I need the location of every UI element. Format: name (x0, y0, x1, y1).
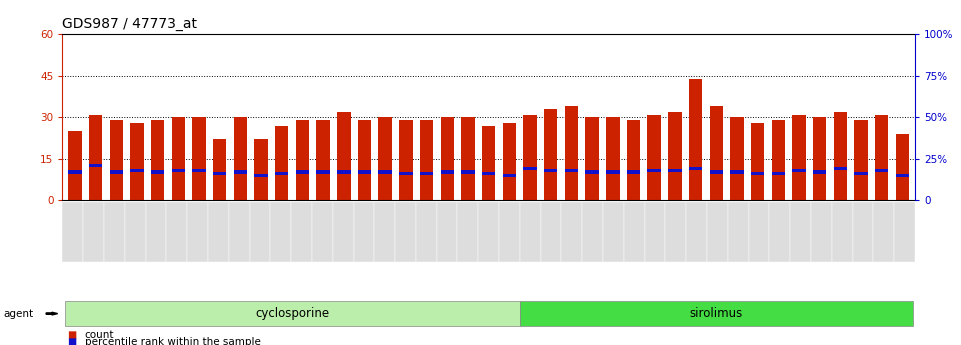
Bar (275, 126, 288, 200)
Bar (772, 172, 785, 175)
Bar (833, 112, 847, 200)
Bar (68, 131, 82, 200)
Bar (648, 169, 661, 172)
Bar (896, 134, 909, 200)
Bar (172, 169, 185, 172)
Bar (544, 109, 557, 200)
Bar (379, 170, 392, 174)
Bar (833, 167, 847, 170)
Bar (213, 139, 227, 200)
Bar (296, 120, 309, 200)
Bar (524, 115, 537, 200)
Bar (88, 164, 102, 167)
Bar (357, 170, 371, 174)
Bar (296, 170, 309, 174)
Bar (668, 112, 681, 200)
Bar (440, 117, 454, 200)
Bar (337, 170, 351, 174)
Bar (357, 120, 371, 200)
Bar (772, 120, 785, 200)
Bar (751, 123, 764, 200)
Text: percentile rank within the sample: percentile rank within the sample (85, 337, 260, 345)
Bar (813, 170, 826, 174)
Bar (316, 170, 330, 174)
Bar (213, 172, 227, 175)
Bar (585, 170, 599, 174)
Bar (192, 169, 206, 172)
Bar (399, 120, 412, 200)
Bar (88, 115, 102, 200)
Bar (524, 167, 537, 170)
Bar (648, 115, 661, 200)
Bar (544, 169, 557, 172)
Bar (503, 123, 516, 200)
Bar (875, 115, 889, 200)
Bar (730, 170, 744, 174)
Bar (709, 170, 723, 174)
Bar (234, 117, 247, 200)
Bar (379, 117, 392, 200)
Bar (192, 117, 206, 200)
Bar (461, 170, 475, 174)
Text: ■: ■ (67, 337, 77, 345)
Bar (689, 79, 702, 200)
Bar (440, 170, 454, 174)
Bar (131, 169, 144, 172)
Bar (420, 120, 433, 200)
Bar (151, 170, 164, 174)
Bar (131, 123, 144, 200)
Bar (110, 120, 123, 200)
Text: sirolimus: sirolimus (690, 307, 743, 320)
Bar (337, 112, 351, 200)
Bar (110, 170, 123, 174)
Bar (875, 169, 889, 172)
Bar (585, 117, 599, 200)
Bar (854, 120, 868, 200)
Bar (565, 169, 579, 172)
Bar (420, 172, 433, 175)
Text: agent: agent (3, 309, 33, 318)
Text: cyclosporine: cyclosporine (255, 307, 330, 320)
Text: ■: ■ (67, 331, 77, 340)
Bar (316, 120, 330, 200)
Bar (606, 117, 620, 200)
Bar (709, 106, 723, 200)
Bar (255, 139, 268, 200)
Bar (482, 126, 495, 200)
Bar (234, 170, 247, 174)
Bar (172, 117, 185, 200)
Bar (689, 167, 702, 170)
Bar (275, 172, 288, 175)
Bar (627, 120, 640, 200)
Bar (503, 174, 516, 177)
Bar (255, 174, 268, 177)
Bar (68, 170, 82, 174)
Bar (565, 106, 579, 200)
Bar (606, 170, 620, 174)
Bar (751, 172, 764, 175)
Text: count: count (85, 331, 114, 340)
Bar (854, 172, 868, 175)
Bar (813, 117, 826, 200)
Text: GDS987 / 47773_at: GDS987 / 47773_at (62, 17, 197, 31)
Bar (792, 169, 805, 172)
Bar (668, 169, 681, 172)
Bar (482, 172, 495, 175)
Bar (730, 117, 744, 200)
Bar (792, 115, 805, 200)
Bar (461, 117, 475, 200)
Bar (151, 120, 164, 200)
Bar (399, 172, 412, 175)
Bar (627, 170, 640, 174)
Bar (896, 174, 909, 177)
